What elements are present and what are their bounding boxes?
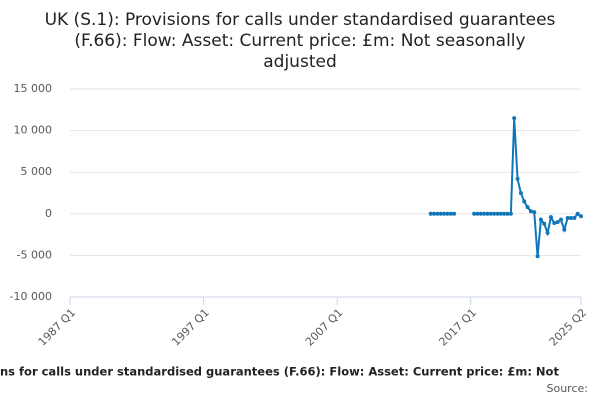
y-tick-label: 5 000 xyxy=(21,165,53,178)
point xyxy=(428,211,433,216)
point xyxy=(498,211,503,216)
point xyxy=(565,215,570,220)
point xyxy=(528,209,533,214)
title-line: (F.66): Flow: Asset: Current price: £m: … xyxy=(74,31,525,51)
point xyxy=(542,221,547,226)
point xyxy=(568,215,573,220)
point xyxy=(522,199,527,204)
y-tick-label: -5 000 xyxy=(17,248,52,261)
point xyxy=(515,176,520,181)
point xyxy=(445,211,450,216)
x-tick-label: 1997 Q1 xyxy=(169,306,212,349)
title-line: UK (S.1): Provisions for calls under sta… xyxy=(45,10,556,30)
point xyxy=(442,211,447,216)
chart-title: UK (S.1): Provisions for calls under sta… xyxy=(45,10,556,72)
point xyxy=(548,215,553,220)
point xyxy=(525,205,530,210)
series-line xyxy=(430,118,582,257)
point xyxy=(448,211,453,216)
point xyxy=(518,191,523,195)
point xyxy=(558,217,563,222)
point xyxy=(512,116,517,121)
point xyxy=(435,211,440,216)
point xyxy=(532,210,537,215)
point xyxy=(482,211,487,216)
point xyxy=(475,211,480,216)
point xyxy=(472,211,477,216)
y-tick-label: -10 000 xyxy=(10,290,52,303)
point xyxy=(579,214,583,219)
y-tick-label: 10 000 xyxy=(14,124,53,137)
point xyxy=(545,230,550,235)
point xyxy=(488,211,493,216)
x-tick-label: 2007 Q1 xyxy=(303,306,346,349)
point xyxy=(535,254,540,259)
point xyxy=(505,211,510,216)
point xyxy=(502,211,507,216)
point xyxy=(562,227,567,232)
point xyxy=(555,220,560,225)
caption: ns for calls under standardised guarante… xyxy=(0,365,559,379)
point xyxy=(492,211,497,216)
point xyxy=(452,211,457,216)
source: Source: xyxy=(547,382,589,395)
title-line: adjusted xyxy=(263,52,336,72)
point xyxy=(478,211,483,216)
point xyxy=(438,211,443,216)
point xyxy=(508,211,513,216)
point xyxy=(538,217,543,222)
point xyxy=(495,211,500,216)
y-tick-label: 0 xyxy=(45,207,52,220)
x-tick-label: 1987 Q1 xyxy=(36,306,79,349)
x-tick-label: 2025 Q2 xyxy=(547,306,590,349)
x-tick-label: 2017 Q1 xyxy=(436,306,479,349)
point xyxy=(572,215,577,220)
point xyxy=(432,211,437,216)
y-tick-label: 15 000 xyxy=(14,82,53,95)
point xyxy=(485,211,490,216)
point xyxy=(575,211,580,216)
point xyxy=(552,220,557,225)
